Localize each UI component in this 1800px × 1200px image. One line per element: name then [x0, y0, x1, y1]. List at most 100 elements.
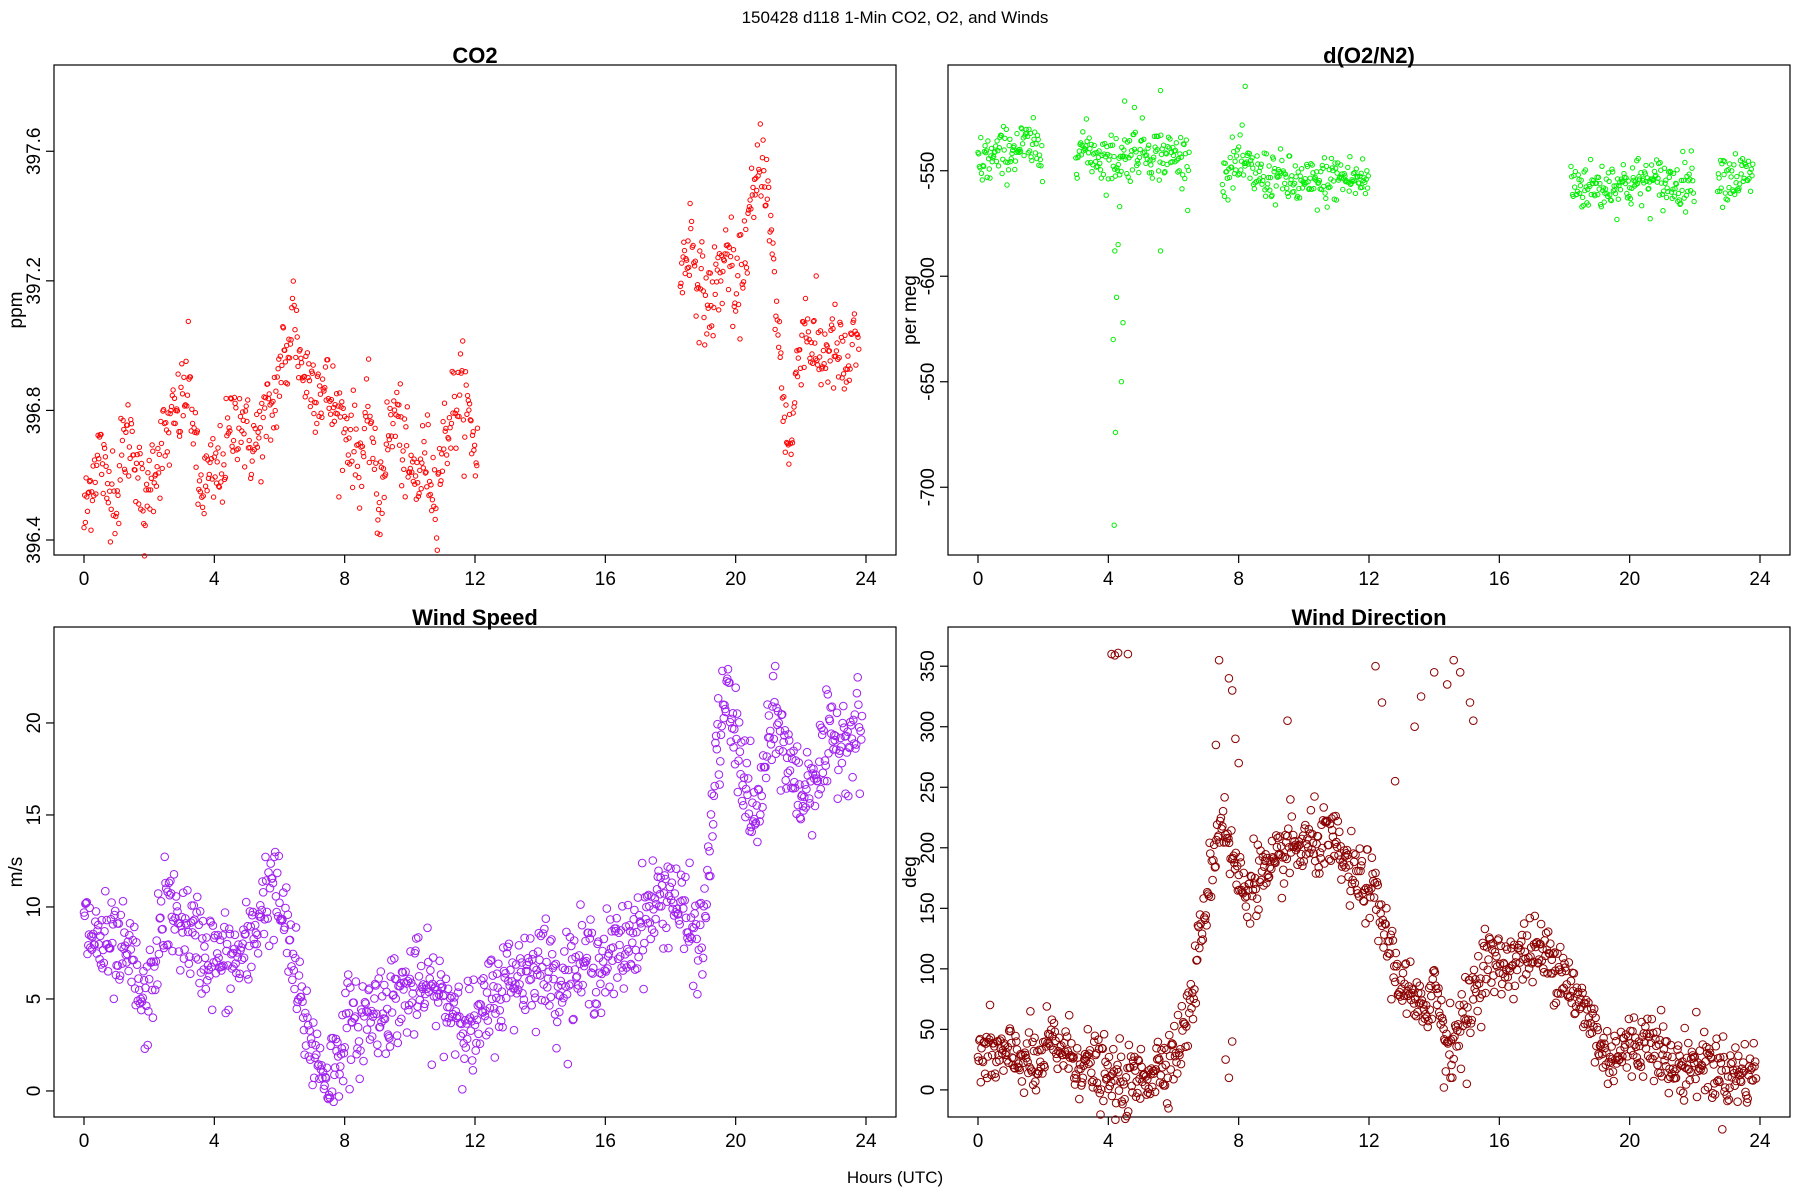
data-point — [457, 392, 463, 398]
data-point — [1175, 1050, 1184, 1060]
data-point — [1180, 141, 1187, 147]
data-point — [472, 473, 479, 479]
data-point — [512, 989, 522, 998]
data-point — [1618, 1052, 1627, 1061]
y-tick-label: 200 — [918, 832, 939, 864]
data-point — [1334, 851, 1343, 860]
data-point — [1300, 824, 1309, 833]
data-point — [1504, 982, 1513, 991]
plot-frame — [947, 64, 1791, 556]
data-point — [770, 661, 780, 671]
data-point — [1083, 143, 1089, 149]
data-point — [109, 448, 116, 454]
data-point — [591, 999, 600, 1008]
data-point — [313, 400, 319, 406]
data-point — [1267, 187, 1273, 193]
data-point — [1325, 819, 1335, 829]
data-point — [1236, 144, 1242, 150]
data-point — [1128, 1056, 1138, 1066]
data-point — [1731, 1043, 1740, 1052]
data-point — [1435, 1011, 1445, 1021]
data-point — [330, 363, 336, 369]
data-point — [1269, 856, 1279, 866]
data-point — [709, 791, 719, 801]
data-point — [619, 984, 629, 993]
data-point — [679, 260, 685, 266]
data-point — [838, 718, 847, 728]
data-point — [604, 949, 614, 958]
data-point — [234, 973, 244, 983]
data-point — [1103, 1060, 1112, 1070]
data-point — [1163, 151, 1170, 157]
data-point — [1303, 834, 1312, 843]
data-point — [1185, 1008, 1194, 1018]
data-point — [460, 417, 467, 423]
data-point — [182, 402, 189, 408]
data-point — [538, 962, 547, 972]
data-point — [1536, 919, 1546, 929]
data-point — [1354, 173, 1360, 180]
data-point — [194, 428, 201, 434]
data-point — [1028, 1037, 1037, 1047]
data-point — [1086, 1058, 1095, 1067]
data-point — [1252, 911, 1261, 921]
data-point — [1328, 155, 1335, 162]
data-point — [1002, 1056, 1012, 1065]
data-point — [1101, 151, 1107, 157]
data-point — [361, 453, 367, 460]
data-point — [757, 121, 763, 127]
data-point — [684, 937, 694, 946]
data-point — [278, 915, 287, 924]
data-point — [1296, 195, 1303, 201]
data-point — [143, 1040, 152, 1050]
data-point — [1365, 173, 1372, 179]
data-point — [555, 1007, 564, 1017]
data-point — [422, 470, 429, 476]
data-point — [113, 513, 119, 520]
x-tick-label: 24 — [855, 1131, 877, 1152]
data-point — [763, 202, 769, 208]
data-point — [1578, 177, 1584, 183]
x-tick-label: 12 — [1358, 569, 1379, 590]
data-point — [96, 456, 102, 462]
data-point — [1218, 806, 1228, 816]
data-point — [1712, 1034, 1721, 1043]
data-point — [1232, 880, 1241, 890]
data-point — [581, 956, 591, 966]
data-point — [664, 943, 673, 953]
x-tick-label: 20 — [725, 1131, 746, 1152]
data-point — [783, 768, 793, 778]
data-point — [1162, 1099, 1172, 1108]
data-point — [288, 975, 297, 985]
data-point — [188, 928, 197, 937]
data-point — [1601, 1060, 1611, 1069]
data-point — [1585, 202, 1592, 208]
data-point — [704, 302, 711, 308]
x-tick-label: 8 — [339, 1131, 350, 1152]
data-point — [766, 184, 772, 191]
data-point — [371, 466, 378, 472]
data-point — [1445, 998, 1455, 1008]
data-point — [541, 914, 551, 924]
series-points — [79, 661, 867, 1107]
data-point — [1011, 1031, 1020, 1041]
data-point — [1595, 191, 1601, 198]
data-point — [1682, 159, 1688, 166]
data-point — [204, 488, 210, 494]
data-point — [373, 491, 380, 497]
data-point — [101, 441, 107, 448]
data-point — [126, 945, 136, 954]
y-tick-label: -550 — [918, 152, 939, 190]
data-point — [1492, 951, 1501, 961]
data-point — [1671, 1073, 1681, 1083]
data-point — [242, 408, 249, 414]
data-point — [640, 938, 649, 948]
data-point — [1137, 1062, 1146, 1072]
data-point — [1448, 1073, 1457, 1082]
data-point — [1292, 843, 1302, 852]
data-point — [1523, 958, 1532, 967]
data-point-outlier — [1115, 241, 1121, 248]
data-point — [1721, 171, 1727, 178]
data-point — [1724, 1095, 1734, 1104]
data-point — [1356, 866, 1365, 876]
